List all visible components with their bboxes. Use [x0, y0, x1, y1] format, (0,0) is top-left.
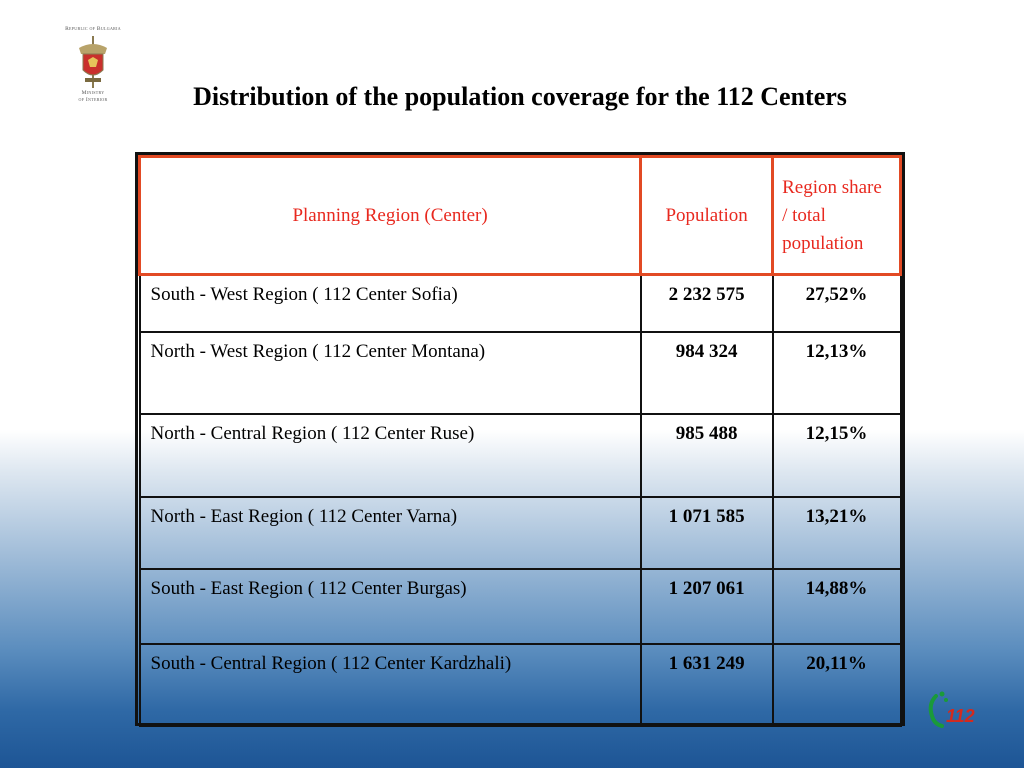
- cell-population: 1 071 585: [639, 495, 774, 570]
- emergency-112-logo-icon: 112: [928, 691, 975, 728]
- table-row: North - West Region ( 112 Center Montana…: [138, 330, 902, 415]
- logo-112-text: 112: [946, 706, 975, 726]
- header-population: Population: [639, 155, 775, 276]
- table-header-row: Planning Region (Center) Population Regi…: [137, 155, 902, 276]
- cell-population: 1 631 249: [639, 642, 774, 727]
- table-row: South - Central Region ( 112 Center Kard…: [138, 642, 902, 727]
- coat-of-arms-icon: [79, 36, 107, 88]
- emblem-caption-top: Republic of Bulgaria: [65, 26, 121, 32]
- cell-region: North - East Region ( 112 Center Varna): [138, 495, 642, 570]
- emergency-112-logo: 112: [922, 690, 982, 730]
- cell-region: South - West Region ( 112 Center Sofia): [138, 273, 642, 333]
- page-title: Distribution of the population coverage …: [193, 82, 847, 111]
- cell-population: 984 324: [639, 330, 774, 415]
- population-table: Planning Region (Center) Population Regi…: [135, 152, 905, 727]
- table-row: South - East Region ( 112 Center Burgas)…: [138, 567, 902, 645]
- table-row: South - West Region ( 112 Center Sofia) …: [138, 273, 902, 333]
- cell-share: 12,15%: [771, 412, 902, 498]
- table-row: North - East Region ( 112 Center Varna) …: [138, 495, 902, 570]
- cell-share: 12,13%: [771, 330, 902, 415]
- cell-share: 27,52%: [771, 273, 902, 333]
- cell-population: 1 207 061: [639, 567, 774, 645]
- cell-population: 2 232 575: [639, 273, 774, 333]
- cell-population: 985 488: [639, 412, 774, 498]
- cell-region: North - West Region ( 112 Center Montana…: [138, 330, 642, 415]
- cell-region: South - East Region ( 112 Center Burgas): [138, 567, 642, 645]
- cell-share: 20,11%: [771, 642, 902, 727]
- cell-region: North - Central Region ( 112 Center Ruse…: [138, 412, 642, 498]
- emblem-caption-line1: Ministry: [81, 90, 105, 96]
- emblem-caption-line2: of Interior: [78, 97, 108, 103]
- header-share: Region share / total population: [771, 155, 902, 276]
- cell-region: South - Central Region ( 112 Center Kard…: [138, 642, 642, 727]
- table-row: North - Central Region ( 112 Center Ruse…: [138, 412, 902, 498]
- cell-share: 13,21%: [771, 495, 902, 570]
- cell-share: 14,88%: [771, 567, 902, 645]
- emblem-caption-bottom: Ministry of Interior: [58, 90, 128, 104]
- header-region: Planning Region (Center): [137, 155, 643, 276]
- ministry-emblem: Republic of Bulgaria Ministry of Interio…: [58, 22, 128, 104]
